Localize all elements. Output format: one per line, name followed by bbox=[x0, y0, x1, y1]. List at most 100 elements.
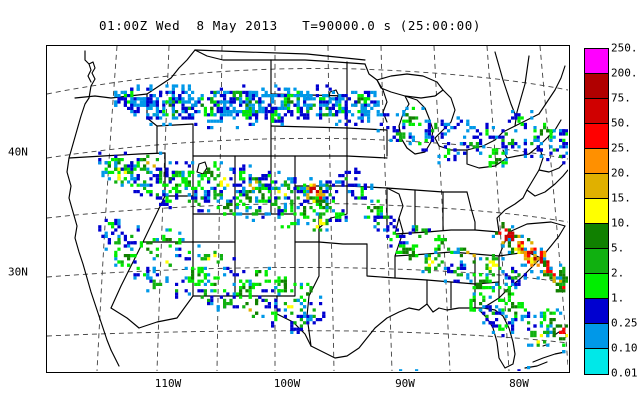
precip-cell bbox=[223, 305, 227, 309]
precip-cell bbox=[565, 142, 568, 146]
precip-cell bbox=[309, 302, 313, 306]
precip-cell bbox=[207, 273, 211, 277]
precip-cell bbox=[280, 289, 284, 293]
precip-cell bbox=[155, 196, 159, 200]
precip-cell bbox=[565, 279, 568, 283]
precip-cell bbox=[242, 286, 246, 290]
precip-cell bbox=[287, 103, 291, 107]
precip-cell bbox=[495, 231, 499, 235]
precip-cell bbox=[530, 260, 534, 264]
precip-cell bbox=[181, 87, 185, 91]
precip-cell bbox=[210, 106, 214, 110]
precip-cell bbox=[312, 97, 316, 101]
precip-cell bbox=[312, 218, 316, 222]
precip-cell bbox=[453, 126, 457, 130]
precip-cell bbox=[251, 122, 255, 126]
precip-cell bbox=[511, 321, 515, 325]
precip-cell bbox=[213, 289, 217, 293]
precip-cell bbox=[133, 254, 137, 258]
colorbar-band bbox=[585, 324, 608, 349]
precip-cell bbox=[264, 279, 268, 283]
precip-cell bbox=[319, 106, 323, 110]
precip-cell bbox=[143, 103, 147, 107]
precip-cell bbox=[175, 84, 179, 88]
precip-cell bbox=[546, 263, 550, 267]
precip-cell bbox=[123, 97, 127, 101]
precip-cell bbox=[248, 295, 252, 299]
precip-cell bbox=[517, 302, 521, 306]
precip-cell bbox=[181, 106, 185, 110]
precip-cell bbox=[239, 183, 243, 187]
precip-cell bbox=[178, 238, 182, 242]
precip-cell bbox=[175, 254, 179, 258]
precip-cell bbox=[363, 113, 367, 117]
precip-cell bbox=[168, 228, 172, 232]
precip-cell bbox=[287, 196, 291, 200]
precip-cell bbox=[191, 276, 195, 280]
precip-cell bbox=[200, 209, 204, 213]
precip-cell bbox=[293, 103, 297, 107]
precip-cell bbox=[408, 257, 412, 261]
precip-cell bbox=[245, 100, 249, 104]
precip-cell bbox=[306, 110, 310, 114]
precip-cell bbox=[258, 209, 262, 213]
precip-cell bbox=[354, 103, 358, 107]
precip-cell bbox=[552, 276, 556, 280]
precip-cell bbox=[543, 257, 547, 261]
precip-cell bbox=[213, 94, 217, 98]
colorbar-tick-label: 25. bbox=[611, 141, 631, 155]
precip-cell bbox=[255, 119, 259, 123]
precip-cell bbox=[306, 116, 310, 120]
precip-cell bbox=[274, 302, 278, 306]
precip-cell bbox=[111, 231, 115, 235]
precip-cell bbox=[395, 138, 399, 142]
precip-cell bbox=[344, 106, 348, 110]
precip-cell bbox=[287, 97, 291, 101]
precip-cell bbox=[450, 250, 454, 254]
figure-title: 01:00Z Wed 8 May 2013 T=90000.0 s (25:00… bbox=[99, 18, 481, 33]
precip-cell bbox=[504, 148, 508, 152]
precip-cell bbox=[507, 228, 511, 232]
precip-cell bbox=[155, 167, 159, 171]
precip-cell bbox=[296, 298, 300, 302]
precip-cell bbox=[552, 311, 556, 315]
precip-cell bbox=[293, 94, 297, 98]
precip-cell bbox=[248, 292, 252, 296]
precip-cell bbox=[216, 260, 220, 264]
precip-cell bbox=[200, 174, 204, 178]
precip-cell bbox=[440, 135, 444, 139]
precip-cell bbox=[303, 94, 307, 98]
precip-cell bbox=[523, 138, 527, 142]
precip-cell bbox=[559, 279, 563, 283]
precip-cell bbox=[507, 276, 511, 280]
precip-cell bbox=[175, 100, 179, 104]
precip-cell bbox=[274, 279, 278, 283]
precip-cell bbox=[517, 145, 521, 149]
precip-cell bbox=[437, 238, 441, 242]
precip-cell bbox=[514, 311, 518, 315]
precip-cell bbox=[299, 302, 303, 306]
precip-cell bbox=[488, 286, 492, 290]
precip-cell bbox=[171, 84, 175, 88]
precip-cell bbox=[152, 266, 156, 270]
precip-cell bbox=[139, 103, 143, 107]
precip-cell bbox=[383, 228, 387, 232]
precip-cell bbox=[200, 94, 204, 98]
precip-cell bbox=[488, 154, 492, 158]
precip-cell bbox=[367, 94, 371, 98]
precip-cell bbox=[299, 110, 303, 114]
precip-cell bbox=[469, 142, 473, 146]
precip-cell bbox=[203, 113, 207, 117]
precip-cell bbox=[168, 199, 172, 203]
precip-cell bbox=[402, 122, 406, 126]
precip-cell bbox=[472, 295, 476, 299]
precip-cell bbox=[242, 164, 246, 168]
precip-cell bbox=[271, 186, 275, 190]
precip-cell bbox=[309, 196, 313, 200]
precip-cell bbox=[453, 270, 457, 274]
precip-cell bbox=[491, 148, 495, 152]
precip-cell bbox=[520, 302, 524, 306]
precip-cell bbox=[491, 321, 495, 325]
precip-cell bbox=[283, 286, 287, 290]
precip-cell bbox=[520, 241, 524, 245]
